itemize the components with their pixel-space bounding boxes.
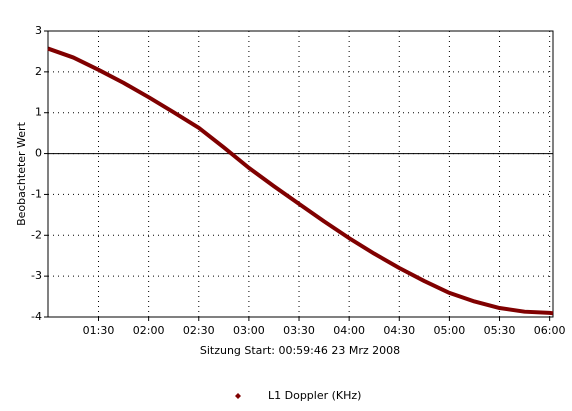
x-tick-label: 01:30	[83, 324, 115, 337]
x-tick-label: 03:30	[283, 324, 315, 337]
y-tick-label: -2	[31, 228, 42, 241]
x-tick-label: 06:00	[534, 324, 566, 337]
x-tick-label: 02:00	[133, 324, 165, 337]
y-tick-label: 1	[35, 106, 42, 119]
y-tick-label: -1	[31, 187, 42, 200]
y-tick-label: 2	[35, 65, 42, 78]
x-tick-label: 05:30	[484, 324, 516, 337]
x-tick-label: 03:00	[233, 324, 265, 337]
x-tick-label: 04:00	[333, 324, 365, 337]
y-axis-label: Beobachteter Wert	[15, 121, 28, 225]
x-tick-label: 02:30	[183, 324, 215, 337]
data-line	[47, 46, 554, 316]
x-tick-label: 05:00	[434, 324, 466, 337]
x-tick-label: 04:30	[383, 324, 415, 337]
plot-frame	[47, 30, 554, 318]
y-tick-label: -4	[31, 310, 42, 323]
y-tick-label: -3	[31, 269, 42, 282]
x-axis-label: Sitzung Start: 00:59:46 23 Mrz 2008	[200, 344, 400, 357]
legend-label: L1 Doppler (KHz)	[268, 389, 361, 402]
legend-marker	[235, 393, 241, 399]
y-tick-label: 3	[35, 24, 42, 37]
y-tick-label: 0	[35, 147, 42, 160]
